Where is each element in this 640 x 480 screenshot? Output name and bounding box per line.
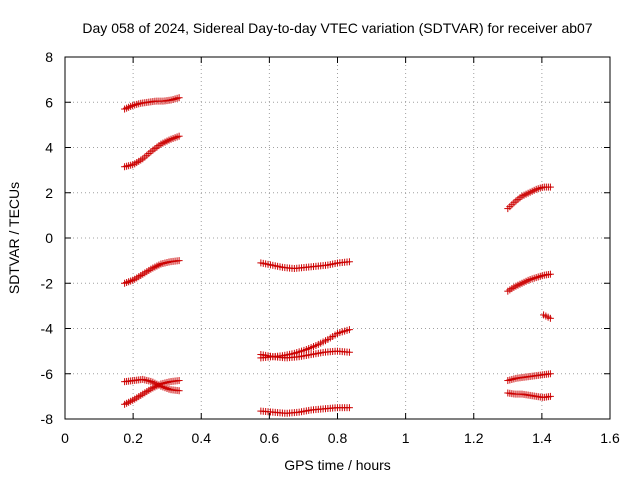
x-tick-label: 0.2 [123, 430, 143, 446]
grid-lines [65, 57, 610, 419]
y-axis-label: SDTVAR / TECUs [6, 182, 22, 294]
data-point [546, 183, 554, 191]
y-tick-label: 4 [45, 140, 53, 156]
y-tick-label: 2 [45, 185, 53, 201]
data-point [345, 326, 353, 334]
data-point [175, 387, 183, 395]
data-point [175, 132, 183, 140]
y-tick-label: -6 [41, 366, 54, 382]
x-tick-label: 0.8 [328, 430, 348, 446]
y-tick-label: -4 [41, 321, 54, 337]
y-tick-label: 8 [45, 49, 53, 65]
data-point [546, 392, 554, 400]
x-tick-label: 1.4 [532, 430, 552, 446]
data-point [546, 314, 554, 322]
y-tick-labels: -8 -6 -4 -2 0 2 4 6 8 [41, 49, 54, 427]
data-point [345, 348, 353, 356]
y-tick-label: 0 [45, 230, 53, 246]
data-point [175, 377, 183, 385]
data-point [546, 370, 554, 378]
x-tick-label: 0.4 [192, 430, 212, 446]
x-axis-label: GPS time / hours [284, 457, 391, 473]
data-point [175, 94, 183, 102]
data-point [345, 404, 353, 412]
x-tick-label: 1.6 [600, 430, 620, 446]
x-tick-label: 0 [61, 430, 69, 446]
x-tick-label: 1 [402, 430, 410, 446]
chart-title: Day 058 of 2024, Sidereal Day-to-day VTE… [82, 20, 592, 36]
x-tick-labels: 0 0.2 0.4 0.6 0.8 1 1.2 1.4 1.6 [61, 430, 620, 446]
axis-ticks [64, 56, 611, 420]
x-tick-label: 0.6 [260, 430, 280, 446]
y-tick-label: -8 [41, 411, 54, 427]
y-tick-label: -2 [41, 275, 54, 291]
data-points [121, 94, 554, 417]
data-point [546, 270, 554, 278]
data-point [345, 258, 353, 266]
x-tick-label: 1.2 [464, 430, 484, 446]
data-point [175, 257, 183, 265]
y-tick-label: 6 [45, 94, 53, 110]
